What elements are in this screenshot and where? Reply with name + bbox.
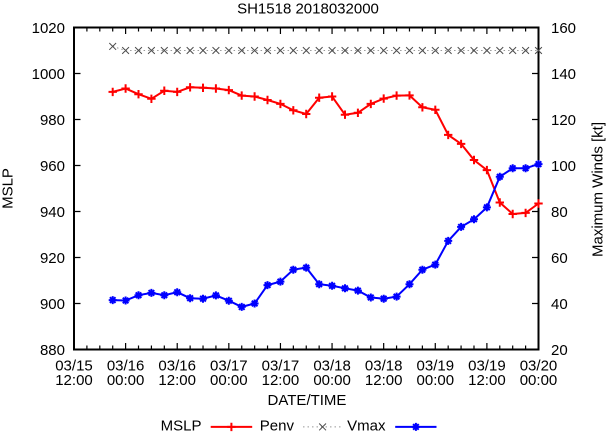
svg-text:1020: 1020 <box>32 20 65 37</box>
svg-text:SH1518 2018032000: SH1518 2018032000 <box>237 1 379 18</box>
svg-text:40: 40 <box>551 296 568 313</box>
svg-text:12:00: 12:00 <box>55 372 93 389</box>
svg-text:Penv: Penv <box>260 417 295 432</box>
svg-text:60: 60 <box>551 250 568 267</box>
svg-text:MSLP: MSLP <box>0 168 17 209</box>
svg-text:12:00: 12:00 <box>468 372 506 389</box>
svg-text:940: 940 <box>40 204 65 221</box>
svg-text:00:00: 00:00 <box>417 372 455 389</box>
svg-text:960: 960 <box>40 158 65 175</box>
svg-text:900: 900 <box>40 296 65 313</box>
svg-text:12:00: 12:00 <box>158 372 196 389</box>
svg-text:00:00: 00:00 <box>313 372 351 389</box>
svg-text:140: 140 <box>551 66 576 83</box>
svg-text:Maximum Winds [kt]: Maximum Winds [kt] <box>590 122 606 257</box>
svg-text:980: 980 <box>40 112 65 129</box>
svg-text:00:00: 00:00 <box>520 372 558 389</box>
svg-text:12:00: 12:00 <box>262 372 300 389</box>
svg-text:100: 100 <box>551 158 576 175</box>
svg-text:80: 80 <box>551 204 568 221</box>
svg-text:00:00: 00:00 <box>107 372 145 389</box>
svg-text:Vmax: Vmax <box>347 417 386 432</box>
svg-text:20: 20 <box>551 342 568 359</box>
svg-text:DATE/TIME: DATE/TIME <box>268 392 347 409</box>
svg-text:120: 120 <box>551 112 576 129</box>
svg-text:00:00: 00:00 <box>210 372 248 389</box>
svg-text:MSLP: MSLP <box>161 417 202 432</box>
svg-text:160: 160 <box>551 20 576 37</box>
svg-text:880: 880 <box>40 342 65 359</box>
svg-text:920: 920 <box>40 250 65 267</box>
svg-text:12:00: 12:00 <box>365 372 403 389</box>
svg-text:1000: 1000 <box>32 66 65 83</box>
